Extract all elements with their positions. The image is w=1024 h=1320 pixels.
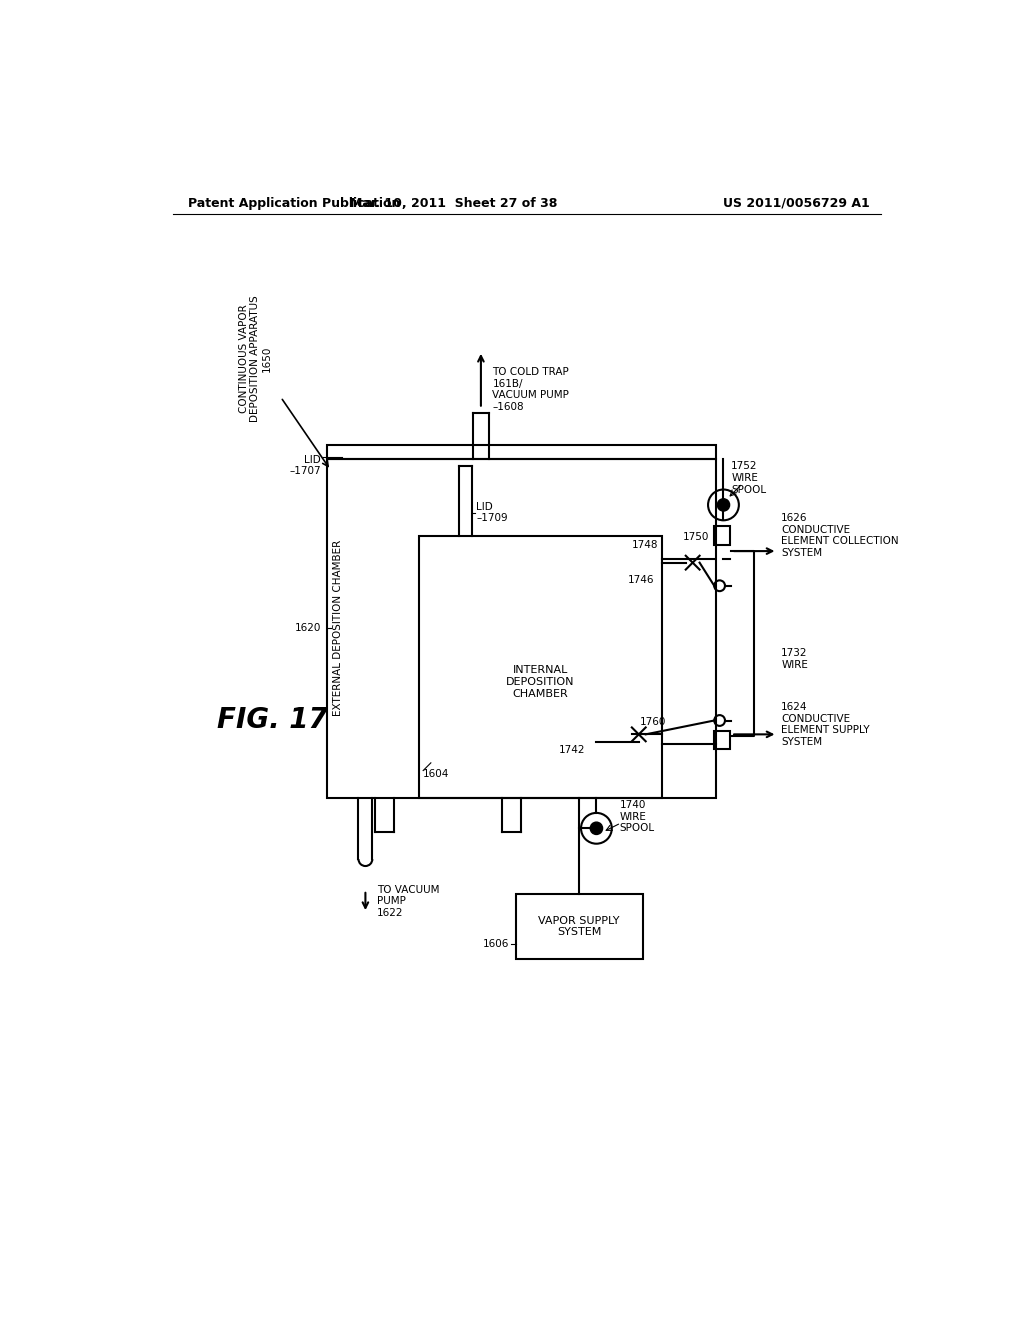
- Bar: [515, 894, 643, 960]
- Text: CONTINUOUS VAPOR
DEPOSITION APPARATUS
1650: CONTINUOUS VAPOR DEPOSITION APPARATUS 16…: [239, 296, 272, 422]
- Text: Mar. 10, 2011  Sheet 27 of 38: Mar. 10, 2011 Sheet 27 of 38: [350, 197, 558, 210]
- Text: TO COLD TRAP
161B/
VACUUM PUMP
–1608: TO COLD TRAP 161B/ VACUUM PUMP –1608: [493, 367, 569, 412]
- Bar: [327, 459, 716, 797]
- Text: EXTERNAL DEPOSITION CHAMBER: EXTERNAL DEPOSITION CHAMBER: [333, 540, 343, 717]
- Text: 1760: 1760: [640, 717, 667, 727]
- Text: LID
–1709: LID –1709: [476, 502, 508, 524]
- Text: 1624
CONDUCTIVE
ELEMENT SUPPLY
SYSTEM: 1624 CONDUCTIVE ELEMENT SUPPLY SYSTEM: [781, 702, 869, 747]
- Text: 1750: 1750: [683, 532, 709, 543]
- Text: INTERNAL
DEPOSITION
CHAMBER: INTERNAL DEPOSITION CHAMBER: [506, 665, 574, 698]
- Text: Patent Application Publication: Patent Application Publication: [188, 197, 400, 210]
- Text: 1740
WIRE
SPOOL: 1740 WIRE SPOOL: [620, 800, 654, 833]
- Text: 1732
WIRE: 1732 WIRE: [781, 648, 808, 669]
- Bar: [714, 730, 730, 748]
- Text: 1606: 1606: [483, 939, 509, 949]
- Text: 1748: 1748: [632, 540, 658, 550]
- Text: US 2011/0056729 A1: US 2011/0056729 A1: [723, 197, 869, 210]
- Text: VAPOR SUPPLY
SYSTEM: VAPOR SUPPLY SYSTEM: [539, 916, 620, 937]
- Bar: [419, 536, 662, 797]
- Text: 1604: 1604: [423, 770, 450, 779]
- Bar: [327, 445, 716, 459]
- Text: TO VACUUM
PUMP
1622: TO VACUUM PUMP 1622: [377, 884, 439, 917]
- Text: FIG. 17: FIG. 17: [217, 706, 328, 734]
- Text: 1752
WIRE
SPOOL: 1752 WIRE SPOOL: [731, 462, 766, 495]
- Text: 1626
CONDUCTIVE
ELEMENT COLLECTION
SYSTEM: 1626 CONDUCTIVE ELEMENT COLLECTION SYSTE…: [781, 513, 899, 558]
- Circle shape: [717, 499, 730, 511]
- Text: 1620: 1620: [294, 623, 321, 634]
- Text: LID
–1707: LID –1707: [289, 455, 321, 477]
- Text: 1742: 1742: [558, 744, 585, 755]
- Circle shape: [590, 822, 602, 834]
- Bar: [714, 527, 730, 545]
- Text: 1746: 1746: [628, 576, 654, 585]
